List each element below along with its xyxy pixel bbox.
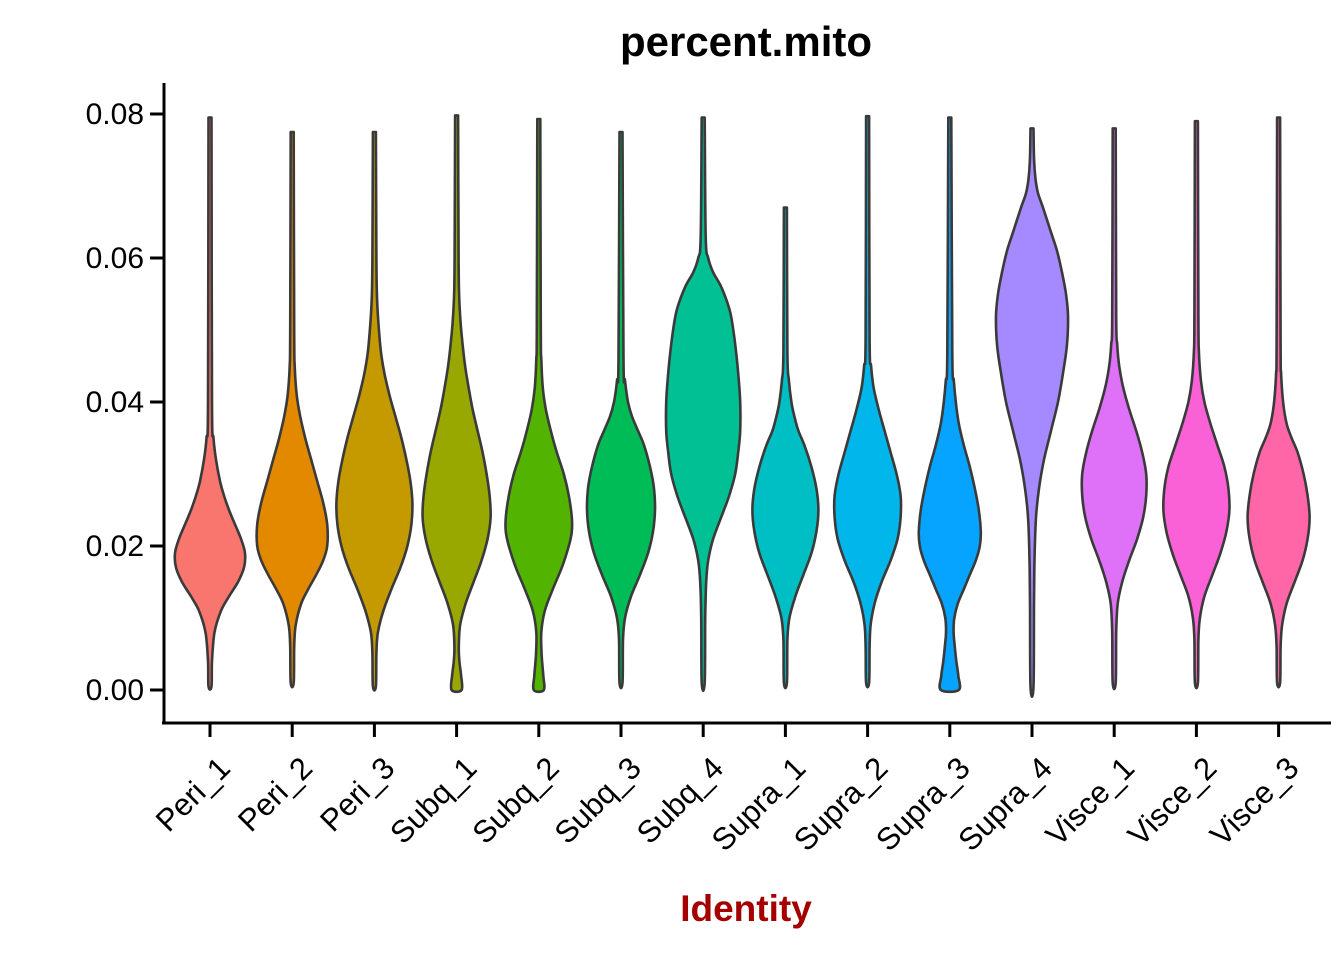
violin-Supra_2	[832, 114, 903, 689]
violin-Peri_2	[255, 130, 330, 689]
violin-Supra_4	[994, 127, 1070, 699]
x-axis-title: Identity	[680, 888, 812, 929]
x-tick-label-Visce_3: Visce_3	[1203, 750, 1305, 852]
y-tick-label-0.08: 0.08	[86, 98, 144, 131]
x-tick-label-Peri_1: Peri_1	[149, 750, 237, 838]
y-tick-label-0.04: 0.04	[86, 386, 144, 419]
y-tick-label-0.06: 0.06	[86, 242, 144, 275]
y-tick-label-0.02: 0.02	[86, 530, 144, 563]
violin-Supra_1	[751, 206, 820, 690]
violin-Subq_3	[585, 130, 657, 690]
violin-Visce_1	[1080, 127, 1148, 691]
violin-Supra_3	[917, 116, 983, 694]
x-tick-label-Visce_2: Visce_2	[1121, 750, 1223, 852]
x-tick-label-Peri_2: Peri_2	[231, 750, 319, 838]
x-tick-label-Subq_1: Subq_1	[383, 750, 483, 850]
violin-Peri_3	[335, 130, 414, 692]
violin-Subq_4	[664, 116, 742, 693]
x-tick-label-Visce_1: Visce_1	[1039, 750, 1141, 852]
violin-Subq_1	[421, 114, 492, 694]
violin-Subq_2	[504, 117, 574, 694]
x-tick-label-Subq_3: Subq_3	[548, 750, 648, 850]
x-tick-label-Subq_2: Subq_2	[465, 750, 565, 850]
violin-Visce_2	[1162, 119, 1231, 690]
violin-Peri_1	[173, 116, 247, 691]
y-tick-label-0.00: 0.00	[86, 674, 144, 707]
plot-title: percent.mito	[619, 18, 873, 65]
violin-Visce_3	[1246, 116, 1311, 689]
